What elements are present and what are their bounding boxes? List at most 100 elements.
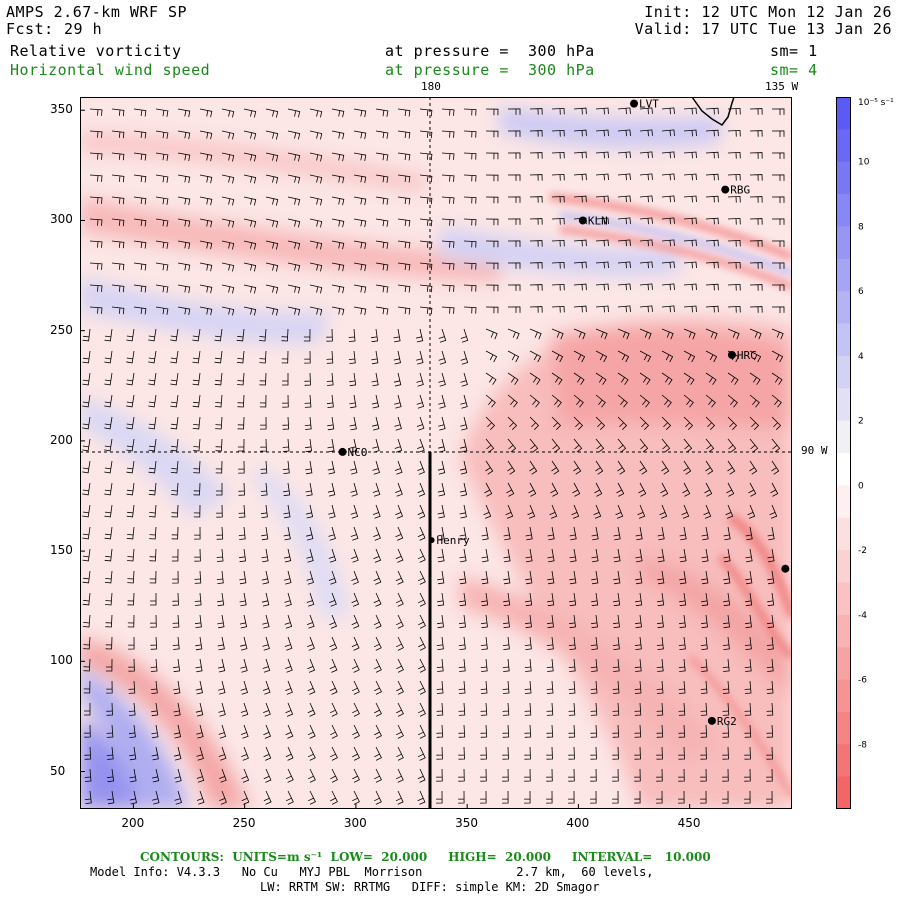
- wind-barb: [148, 372, 157, 386]
- wind-barb: [485, 240, 499, 248]
- wind-barb: [590, 680, 598, 694]
- model-title: AMPS 2.67-km WRF SP: [6, 3, 188, 21]
- wind-barb: [682, 482, 691, 497]
- physics-info: LW: RRTM SW: RRTMG DIFF: simple KM: 2D S…: [260, 880, 600, 894]
- wind-barb: [106, 680, 113, 694]
- wind-barb: [502, 724, 510, 738]
- station-dot: [781, 564, 790, 573]
- wind-barb: [529, 306, 543, 313]
- wind-barb: [89, 174, 103, 182]
- wind-barb: [617, 217, 631, 225]
- wind-barb: [551, 173, 565, 181]
- wind-barb: [569, 570, 577, 585]
- wind-barb: [89, 240, 103, 248]
- wind-barb: [437, 460, 446, 475]
- wind-barb: [771, 306, 785, 313]
- wind-barb: [326, 372, 334, 386]
- wind-barb: [502, 768, 509, 782]
- wind-barb: [436, 658, 444, 672]
- wind-barb: [529, 152, 543, 159]
- wind-barb: [111, 130, 125, 139]
- wind-barb: [767, 614, 774, 629]
- wind-barb: [193, 482, 201, 496]
- wind-barb: [219, 790, 227, 805]
- wind-barb: [239, 614, 248, 629]
- wind-barb: [126, 438, 135, 452]
- wind-barb: [199, 306, 213, 316]
- wind-barb: [771, 130, 785, 137]
- wind-barb: [305, 482, 313, 497]
- wind-barb: [151, 724, 159, 739]
- colorbar-cell: [836, 550, 851, 583]
- wind-barb: [82, 372, 91, 386]
- wind-barb: [727, 438, 737, 453]
- wind-barb: [701, 614, 708, 629]
- wind-barb: [309, 218, 323, 228]
- wind-barb: [126, 504, 135, 518]
- wind-barb: [216, 570, 224, 584]
- wind-barb: [397, 306, 411, 315]
- wind-barb: [438, 350, 447, 365]
- wind-barb: [661, 372, 673, 385]
- wind-barb: [722, 746, 729, 760]
- wind-barb: [172, 592, 179, 606]
- wind-barb: [705, 394, 716, 408]
- wind-barb: [265, 130, 279, 140]
- station-label: LVT: [639, 98, 659, 111]
- forecast-label: Fcst:: [6, 20, 54, 38]
- wind-barb: [199, 284, 213, 294]
- station-dot: [428, 537, 435, 544]
- wind-barb: [260, 416, 267, 430]
- wind-barb: [573, 239, 587, 247]
- wind-barb: [327, 416, 335, 431]
- wind-barb: [617, 261, 631, 269]
- wind-barb: [507, 416, 518, 430]
- station-dot: [630, 99, 639, 108]
- wind-barb: [239, 548, 247, 563]
- wind-barb: [744, 724, 752, 738]
- wind-barb: [551, 438, 561, 453]
- wind-barb: [89, 108, 103, 116]
- wind-barb: [459, 570, 467, 585]
- wind-barb: [634, 768, 641, 782]
- wind-barb: [705, 129, 719, 137]
- wind-barb: [485, 284, 499, 292]
- wind-barb: [612, 680, 620, 694]
- wind-barb: [441, 174, 455, 182]
- wind-barbs: [82, 107, 785, 805]
- wind-barb: [394, 394, 402, 409]
- wind-barb: [328, 526, 336, 541]
- wind-barb: [133, 218, 147, 227]
- wind-barb: [199, 240, 213, 250]
- wind-barb: [701, 570, 709, 585]
- wind-barb: [262, 636, 270, 651]
- wind-barb: [661, 217, 675, 225]
- wind-barb: [194, 570, 202, 584]
- station-dot: [338, 447, 347, 456]
- wind-barb: [217, 658, 226, 673]
- contours-info: CONTOURS: UNITS=m s⁻¹ LOW= 20.000 HIGH= …: [140, 850, 711, 864]
- wind-barb: [82, 350, 91, 364]
- wind-barb: [196, 746, 204, 761]
- wind-barb: [766, 746, 773, 760]
- wind-barb: [705, 195, 719, 203]
- colorbar-tick-label: -4: [858, 611, 867, 621]
- wind-barb: [705, 107, 719, 115]
- wind-barb: [155, 306, 169, 315]
- wind-barb: [173, 724, 182, 739]
- wind-barb: [573, 328, 586, 340]
- wind-barb: [238, 526, 246, 540]
- wind-barb: [353, 306, 367, 316]
- meridian-label-90w: 90 W: [801, 444, 828, 457]
- wind-barb: [170, 394, 179, 408]
- wind-barb: [104, 548, 113, 562]
- wind-barb: [287, 108, 301, 118]
- colorbar-tick-label: 0: [858, 481, 864, 491]
- wind-barb: [660, 482, 669, 497]
- wind-barb: [372, 416, 380, 431]
- wind-barb: [259, 328, 267, 342]
- wind-barb: [438, 372, 446, 387]
- wind-barb: [372, 460, 380, 475]
- wind-barb: [573, 129, 587, 137]
- wind-barb: [199, 262, 213, 272]
